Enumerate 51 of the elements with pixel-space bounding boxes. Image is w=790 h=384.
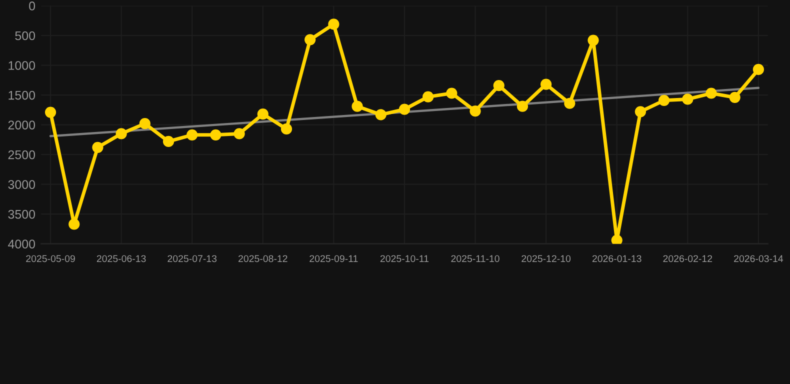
point bbox=[540, 78, 552, 90]
x-tick-label: 2025-12-10 bbox=[522, 255, 571, 262]
y-tick-label: 1500 bbox=[8, 90, 36, 100]
point bbox=[422, 91, 434, 102]
point bbox=[446, 88, 458, 99]
point bbox=[210, 129, 222, 140]
point bbox=[352, 100, 363, 112]
point bbox=[280, 123, 292, 135]
x-tick-label: 2025-09-11 bbox=[310, 255, 358, 262]
x-tick-label: 2025-05-09 bbox=[26, 255, 75, 262]
point bbox=[304, 34, 316, 46]
x-tick-label: 2025-06-13 bbox=[96, 255, 146, 262]
x-tick-label: 2025-11-10 bbox=[451, 255, 500, 262]
point bbox=[162, 136, 174, 148]
x-tick-label: 2025-08-12 bbox=[238, 255, 288, 262]
point bbox=[564, 98, 576, 109]
y-tick-label: 3500 bbox=[8, 210, 36, 219]
y-tick-label: 3000 bbox=[8, 180, 36, 189]
y-tick-label: 500 bbox=[15, 31, 36, 40]
point bbox=[116, 128, 127, 140]
point bbox=[139, 118, 150, 130]
point bbox=[729, 92, 740, 103]
y-tick-label: 2500 bbox=[8, 150, 36, 160]
point bbox=[752, 64, 764, 75]
y-tick-label: 2000 bbox=[8, 120, 36, 130]
point bbox=[92, 142, 104, 153]
point bbox=[328, 18, 340, 30]
x-tick-label: 2025-07-13 bbox=[168, 255, 217, 262]
x-tick-label: 2025-10-11 bbox=[380, 255, 429, 262]
point bbox=[516, 100, 528, 112]
y-tick-label: 1000 bbox=[8, 61, 36, 70]
point bbox=[611, 234, 622, 244]
point bbox=[398, 104, 410, 115]
x-tick-label: 2026-02-12 bbox=[663, 255, 712, 262]
point bbox=[186, 129, 198, 140]
point bbox=[493, 80, 504, 92]
point bbox=[234, 128, 245, 140]
point bbox=[68, 218, 80, 230]
point bbox=[375, 109, 386, 120]
y-tick-label: 4000 bbox=[8, 240, 36, 248]
point bbox=[44, 106, 56, 118]
point bbox=[588, 34, 599, 46]
x-tick-label: 2026-01-13 bbox=[592, 255, 642, 262]
y-tick-label: 0 bbox=[29, 2, 36, 10]
point bbox=[706, 88, 717, 99]
point bbox=[634, 106, 646, 118]
x-tick-label: 2026-03-14 bbox=[734, 255, 784, 262]
point bbox=[682, 94, 694, 105]
point bbox=[257, 108, 268, 120]
point bbox=[470, 106, 481, 117]
point bbox=[658, 94, 670, 106]
